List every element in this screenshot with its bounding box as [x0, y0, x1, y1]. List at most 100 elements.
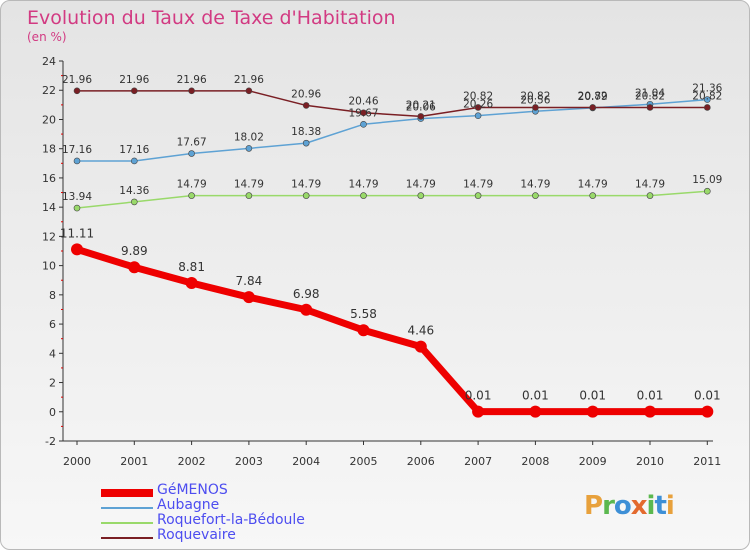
logo-letter: i [665, 491, 675, 521]
legend-label: GéMENOS [157, 482, 228, 498]
data-point [185, 277, 198, 290]
data-point [589, 192, 597, 199]
y-tick-label: 20 [42, 113, 56, 126]
data-point [474, 112, 482, 119]
data-label: 14.79 [234, 179, 264, 191]
data-point [131, 87, 138, 95]
data-point [644, 405, 656, 418]
legend-swatch [101, 489, 153, 497]
data-label: 4.46 [407, 324, 434, 338]
data-label: 17.16 [119, 144, 149, 156]
legend-swatch [101, 522, 153, 524]
series-line [75, 246, 708, 416]
data-label: 11.11 [60, 226, 94, 240]
data-label: 17.67 [177, 137, 207, 149]
legend-swatch [101, 507, 153, 509]
data-point [357, 324, 370, 337]
data-label: 21.96 [177, 74, 207, 86]
data-label: 18.38 [291, 126, 321, 138]
data-label: 20.96 [291, 88, 321, 100]
data-label: 19.67 [348, 107, 378, 119]
data-label: 14.79 [463, 179, 493, 191]
data-point [360, 109, 367, 117]
data-point [703, 187, 711, 195]
y-tick-label: 10 [42, 260, 56, 273]
data-label: 20.56 [520, 94, 550, 106]
data-point [188, 150, 195, 157]
x-tick-label: 2000 [63, 455, 91, 468]
chart-subtitle: (en %) [27, 30, 67, 44]
data-point [701, 405, 714, 418]
data-point [529, 405, 542, 418]
data-label: 20.79 [578, 91, 608, 103]
data-point [360, 192, 367, 199]
data-label: 0.01 [637, 389, 664, 403]
data-point [646, 104, 654, 111]
proxiti-logo: Proxiti [584, 491, 675, 521]
data-label: 0.01 [579, 389, 606, 403]
data-label: 18.02 [234, 131, 264, 143]
data-point [245, 87, 253, 95]
data-point [474, 192, 482, 199]
data-label: 6.98 [293, 287, 320, 301]
legend-label: Roquevaire [157, 527, 236, 543]
data-label: 0.01 [465, 389, 492, 403]
x-tick-label: 2009 [579, 455, 607, 468]
data-label: 0.01 [522, 389, 549, 403]
data-label: 14.79 [406, 179, 436, 191]
data-label: 14.79 [520, 179, 550, 191]
data-label: 20.82 [635, 90, 665, 102]
data-point [245, 145, 253, 152]
data-label: 5.58 [350, 307, 377, 321]
x-tick-label: 2008 [521, 455, 549, 468]
x-tick-label: 2001 [120, 455, 148, 468]
y-tick-label: 4 [49, 347, 56, 360]
data-point [417, 113, 425, 120]
logo-letter: x [630, 491, 648, 521]
data-point [703, 104, 711, 111]
x-tick-label: 2004 [292, 455, 320, 468]
y-tick-label: 6 [49, 318, 56, 331]
data-label: 17.16 [62, 144, 92, 156]
data-point [703, 96, 711, 103]
data-label: 13.94 [62, 191, 92, 203]
data-label: 21.96 [234, 74, 264, 86]
y-tick-label: 12 [42, 230, 56, 243]
data-label: 21.36 [692, 83, 722, 95]
y-tick-label: -2 [45, 435, 56, 448]
y-tick-label: 0 [49, 406, 56, 419]
data-label: 14.79 [348, 179, 378, 191]
x-tick-label: 2003 [235, 455, 263, 468]
x-tick-label: 2010 [636, 455, 664, 468]
data-label: 20.21 [406, 99, 436, 111]
y-tick-label: 24 [42, 55, 56, 68]
data-point [532, 104, 539, 111]
data-label: 20.82 [520, 90, 550, 102]
data-point [300, 303, 313, 316]
x-tick-label: 2005 [350, 455, 378, 468]
logo-letter: i [646, 491, 656, 521]
data-point [360, 120, 367, 128]
data-point [472, 405, 485, 418]
data-point [245, 192, 253, 199]
data-point [188, 192, 195, 199]
x-tick-label: 2007 [464, 455, 492, 468]
data-point [417, 192, 425, 199]
data-point [71, 243, 83, 256]
data-point [414, 340, 427, 353]
data-point [302, 139, 310, 147]
x-tick-label: 2002 [178, 455, 206, 468]
data-label: 20.06 [406, 102, 436, 114]
legend-swatch [101, 537, 153, 539]
data-label: 20.82 [692, 90, 722, 102]
data-point [302, 192, 310, 199]
data-point [586, 405, 599, 418]
data-label: 14.79 [635, 179, 665, 191]
data-label: 20.82 [463, 90, 493, 102]
logo-letter: r [602, 491, 615, 521]
data-label: 0.01 [694, 389, 721, 403]
data-point [474, 104, 482, 111]
data-point [646, 192, 654, 199]
chart-title: Evolution du Taux de Taxe d'Habitation [27, 7, 396, 29]
